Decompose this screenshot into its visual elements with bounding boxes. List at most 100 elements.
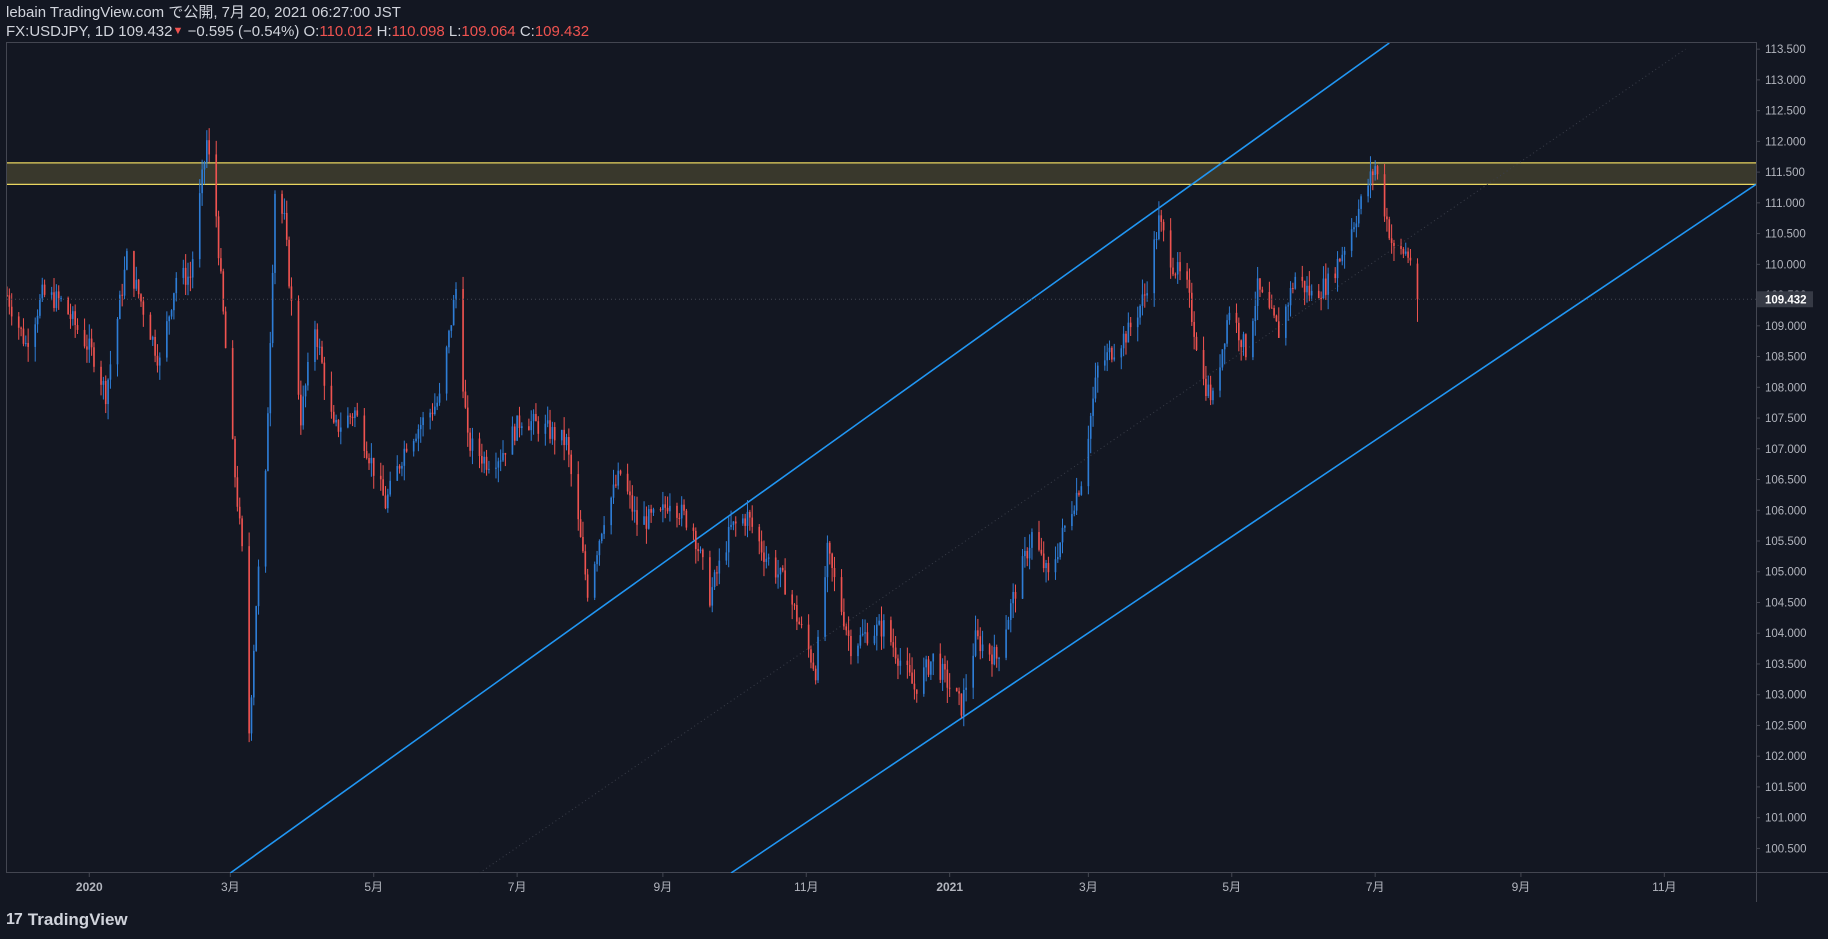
candle-body xyxy=(1303,280,1306,293)
price-tick-label: 102.000 xyxy=(1765,751,1807,763)
candle-body xyxy=(998,657,1000,659)
candle-body xyxy=(908,665,911,673)
candle-body xyxy=(1306,285,1308,293)
candle-body xyxy=(335,419,337,423)
candle-body xyxy=(1038,532,1040,550)
candle-body xyxy=(384,495,387,509)
trendline-1[interactable] xyxy=(229,43,1390,873)
candle-body xyxy=(205,140,208,162)
candle-body xyxy=(151,336,154,340)
candle-body xyxy=(1045,562,1047,569)
candle-body xyxy=(184,267,187,285)
candle-body xyxy=(1407,251,1409,258)
candle-body xyxy=(1322,278,1325,299)
candle-body xyxy=(647,509,650,529)
candle-body xyxy=(511,426,514,455)
price-tick-label: 111.500 xyxy=(1765,167,1805,179)
candle-body xyxy=(546,420,549,424)
candle-body xyxy=(100,366,102,385)
candle-body xyxy=(741,518,744,524)
candle-body xyxy=(560,429,563,441)
candle-body xyxy=(149,314,152,340)
candle-body xyxy=(1221,349,1224,368)
candle-body xyxy=(974,630,977,656)
candle-body xyxy=(69,314,72,319)
time-axis[interactable]: 2020 3月 5月 7月 9月 11月 2021 3月 5月 7月 9月 11月 xyxy=(76,873,1677,894)
candle-body xyxy=(553,427,556,441)
candle-body xyxy=(883,620,885,637)
candle-body xyxy=(532,413,535,422)
candle-body xyxy=(781,567,784,571)
candle-body xyxy=(1301,276,1304,281)
candle-body xyxy=(922,667,925,694)
candle-body xyxy=(102,380,105,385)
candle-body xyxy=(1219,367,1221,391)
symbol-label[interactable]: FX:USDJPY, 1D xyxy=(6,23,115,40)
time-tick-label: 7月 xyxy=(1366,880,1385,894)
candle-body xyxy=(810,649,812,663)
candle-body xyxy=(478,438,481,457)
brand-label: TradingView xyxy=(27,910,128,929)
candle-body xyxy=(300,394,302,426)
candle-body xyxy=(645,516,648,529)
candle-body xyxy=(1042,553,1045,569)
candle-body xyxy=(257,566,260,607)
candle-body xyxy=(1078,492,1080,495)
price-tick-label: 108.000 xyxy=(1765,382,1807,394)
candle-body xyxy=(1327,273,1329,295)
candle-body xyxy=(878,620,880,625)
candle-body xyxy=(1143,294,1146,296)
candle-body xyxy=(1096,365,1099,378)
candle-body xyxy=(777,574,779,578)
candle-body xyxy=(1125,333,1127,343)
candle-body xyxy=(551,427,554,439)
drawings-layer[interactable] xyxy=(7,43,1756,873)
candle-body xyxy=(86,346,88,350)
candle-body xyxy=(175,277,178,294)
open-value: 110.012 xyxy=(319,23,373,40)
candle-body xyxy=(977,630,979,637)
candle-body xyxy=(850,636,852,657)
candle-body xyxy=(302,396,305,426)
candle-body xyxy=(544,423,547,434)
candle-body xyxy=(121,294,124,296)
candle-body xyxy=(1014,591,1017,599)
price-tick-label: 112.000 xyxy=(1765,136,1806,148)
candle-body xyxy=(438,393,441,403)
price-axis[interactable]: 113.500 113.000 112.500 112.000 111.500 111.0… xyxy=(1756,44,1813,855)
candle-body xyxy=(817,636,819,681)
high-label: H: xyxy=(376,23,392,40)
candle-body xyxy=(859,635,862,646)
resistance-zone[interactable] xyxy=(7,162,1756,185)
candle-body xyxy=(354,410,356,419)
candle-body xyxy=(1270,307,1273,309)
candle-body xyxy=(730,524,732,527)
candle-body xyxy=(709,557,711,606)
publish-info: lebain TradingView.com で公開, 7月 20, 2021 … xyxy=(6,4,401,21)
candle-body xyxy=(166,321,168,358)
trendline-2[interactable] xyxy=(730,183,1756,873)
candle-body xyxy=(1256,278,1259,306)
candle-body xyxy=(203,161,206,170)
candle-body xyxy=(1094,377,1097,399)
candle-body xyxy=(1092,398,1094,416)
candle-body xyxy=(948,687,951,689)
candle-body xyxy=(182,267,185,278)
candles-layer xyxy=(7,128,1756,743)
candle-body xyxy=(1268,291,1271,308)
candle-body xyxy=(939,653,942,680)
candle-body xyxy=(415,438,417,442)
candle-body xyxy=(1355,223,1358,228)
candle-body xyxy=(123,269,126,296)
candle-body xyxy=(1390,238,1393,243)
candle-body xyxy=(664,504,667,508)
candle-body xyxy=(332,411,335,423)
candle-body xyxy=(702,549,704,558)
candle-body xyxy=(20,327,22,329)
candle-body xyxy=(692,527,695,531)
candle-body xyxy=(387,494,389,509)
candle-body xyxy=(875,624,878,636)
candle-body xyxy=(189,276,192,278)
candle-body xyxy=(1089,415,1092,439)
